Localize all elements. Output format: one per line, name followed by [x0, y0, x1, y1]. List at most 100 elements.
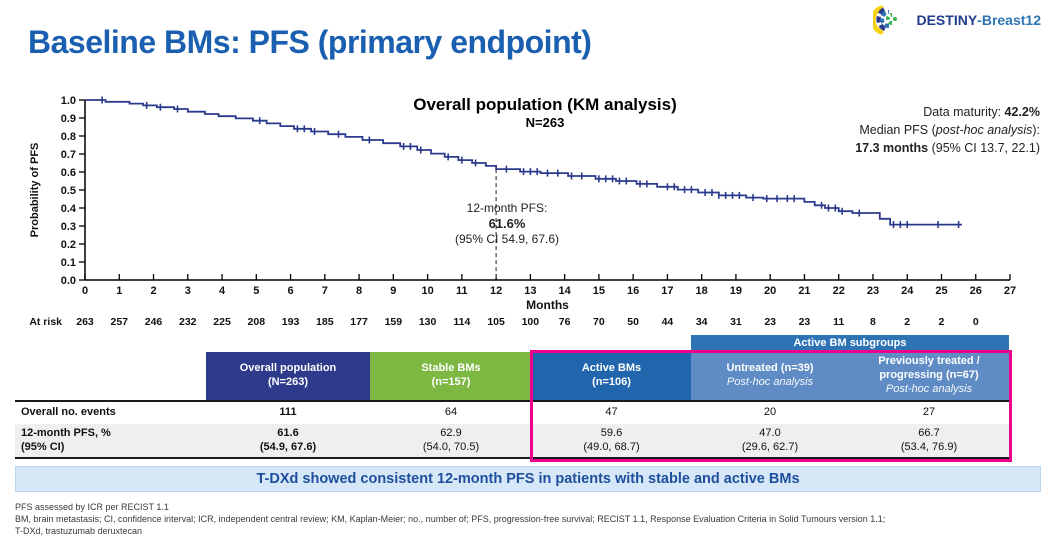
header-line: Untreated (n=39) [726, 362, 814, 375]
at-risk-value: 193 [282, 316, 300, 328]
header-line: Stable BMs [421, 362, 481, 375]
table-column-header: Overall population (N=263) [206, 352, 370, 400]
row-label: Overall no. events [21, 406, 116, 419]
x-tick-label: 13 [524, 285, 536, 297]
x-axis-label: Months [526, 298, 569, 312]
at-risk-value: 50 [627, 316, 639, 328]
pfs12-label: 12-month PFS: [466, 201, 548, 215]
study-logo: DESTINY-Breast12 [873, 5, 1041, 35]
study-logo-text: DESTINY-Breast12 [916, 12, 1041, 28]
x-tick-label: 3 [185, 285, 191, 297]
data-maturity-value: 42.2% [1004, 105, 1040, 119]
header-line: (n=157) [431, 376, 471, 388]
y-tick-label: 0.6 [61, 167, 76, 179]
footnote-line: T-DXd, trastuzumab deruxtecan [15, 526, 143, 537]
x-tick-label: 8 [356, 285, 362, 297]
at-risk-value: 76 [559, 316, 571, 328]
footnote-line: PFS assessed by ICR per RECIST 1.1 [15, 502, 169, 512]
y-axis-label: Probability of PFS [29, 143, 41, 238]
median-value: 17.3 months [855, 141, 929, 156]
footnote-line: BM, brain metastasis; CI, confidence int… [15, 514, 886, 525]
chart-title: Overall population (KM analysis) [413, 95, 677, 114]
at-risk-value: 159 [385, 316, 403, 328]
x-tick-label: 2 [150, 285, 156, 297]
row-label: 12-month PFS, % (95% CI) [21, 426, 111, 453]
x-tick-label: 27 [1004, 285, 1016, 297]
median-pfs-line1: Median PFS (post-hoc analysis): [855, 121, 1040, 139]
x-tick-label: 4 [219, 285, 226, 297]
table-cell: 27 [922, 406, 936, 419]
at-risk-value: 31 [730, 316, 742, 328]
x-tick-label: 12 [490, 285, 502, 297]
at-risk-value: 177 [350, 316, 368, 328]
chart-subtitle: N=263 [525, 115, 565, 130]
y-tick-label: 1.0 [61, 95, 76, 107]
at-risk-label: At risk [29, 316, 62, 328]
footnotes: PFS assessed by ICR per RECIST 1.1 BM, br… [15, 501, 1050, 537]
at-risk-value: 2 [904, 316, 910, 328]
at-risk-value: 232 [179, 316, 197, 328]
x-tick-label: 23 [867, 285, 879, 297]
at-risk-value: 114 [453, 316, 470, 328]
data-maturity-label: Data maturity: [923, 105, 1005, 119]
header-line: Overall population [239, 362, 337, 375]
header-line: (N=263) [267, 376, 309, 388]
y-tick-label: 0.8 [61, 131, 76, 143]
header-line: Post-hoc analysis [885, 382, 973, 395]
at-risk-value: 185 [316, 316, 334, 328]
x-tick-label: 9 [390, 285, 396, 297]
logo-brand-bold: DESTINY [916, 12, 978, 28]
km-chart: 0.0 0.1 0.2 0.3 0.4 0.5 0.6 0.7 0.8 0.9 1.0 0 1 2 3 4 5 6… [0, 88, 1057, 338]
x-tick-label: 22 [833, 285, 845, 297]
chart-side-annotations: Data maturity: 42.2% Median PFS (post-ho… [855, 103, 1040, 157]
table-column-header: Active BMs (n=106) [532, 352, 691, 400]
median-pfs-line2: 17.3 months (95% CI 13.7, 22.1) [855, 139, 1040, 157]
median-ci: (95% CI 13.7, 22.1) [928, 141, 1040, 156]
at-risk-value: 225 [213, 316, 231, 328]
y-tick-label: 0.2 [61, 239, 76, 251]
at-risk-value: 44 [662, 316, 674, 328]
x-tick-label: 20 [764, 285, 776, 297]
table-cell: 59.6 (49.0, 68.7) [583, 426, 640, 453]
x-tick-label: 6 [287, 285, 293, 297]
y-tick-label: 0.3 [61, 221, 76, 233]
chart-title-block: Overall population (KM analysis) N=263 [360, 95, 730, 130]
x-tick-label: 15 [593, 285, 605, 297]
x-tick-label: 0 [82, 285, 88, 297]
y-tick-label: 0.7 [61, 149, 76, 161]
x-tick-label: 24 [901, 285, 914, 297]
logo-brand-light: -Breast12 [977, 12, 1041, 28]
km-plot-svg: 0.00.10.20.30.40.50.60.70.80.91.00 1 2 3 4 5 6… [29, 95, 1016, 328]
page-title: Baseline BMs: PFS (primary endpoint) [28, 24, 592, 60]
x-tick-label: 26 [970, 285, 982, 297]
table-cell: 66.7 (53.4, 76.9) [900, 426, 958, 453]
header-line: Active BMs [581, 362, 642, 375]
km-curve [85, 99, 962, 226]
table-row-pfs: 12-month PFS, % (95% CI) 61.6 (54.9, 67.6… [15, 424, 1009, 459]
at-risk-value: 130 [419, 316, 437, 328]
table-column-header: Previously treated / progressing (n=67) Po… [849, 352, 1009, 400]
x-tick-label: 5 [253, 285, 259, 297]
y-tick-label: 0.5 [61, 185, 76, 197]
at-risk-value: 23 [764, 316, 776, 328]
y-tick-label: 0.4 [61, 203, 77, 215]
median-prefix: Median PFS ( [859, 123, 936, 138]
at-risk-value: 0 [973, 316, 979, 328]
x-tick-label: 11 [456, 285, 468, 297]
table-cell: 47.0 (29.6, 62.7) [741, 426, 799, 453]
x-tick-label: 7 [322, 285, 328, 297]
at-risk-value: 105 [487, 316, 505, 328]
table-row-events: Overall no. events 111 64 47 20 27 [15, 400, 1009, 424]
x-tick-label: 19 [730, 285, 742, 297]
at-risk-value: 246 [145, 316, 163, 328]
at-risk-value: 2 [939, 316, 945, 328]
destiny-logo-icon [873, 5, 898, 35]
x-tick-label: 10 [421, 285, 433, 297]
table-cell: 20 [763, 406, 777, 419]
pfs12-value: 61.6% [488, 216, 526, 231]
table-cell: 47 [605, 406, 618, 419]
table-cell: 61.6 (54.9, 67.6) [259, 426, 317, 453]
at-risk-value: 70 [593, 316, 605, 328]
x-tick-label: 25 [935, 285, 947, 297]
at-risk-value: 208 [248, 316, 266, 328]
